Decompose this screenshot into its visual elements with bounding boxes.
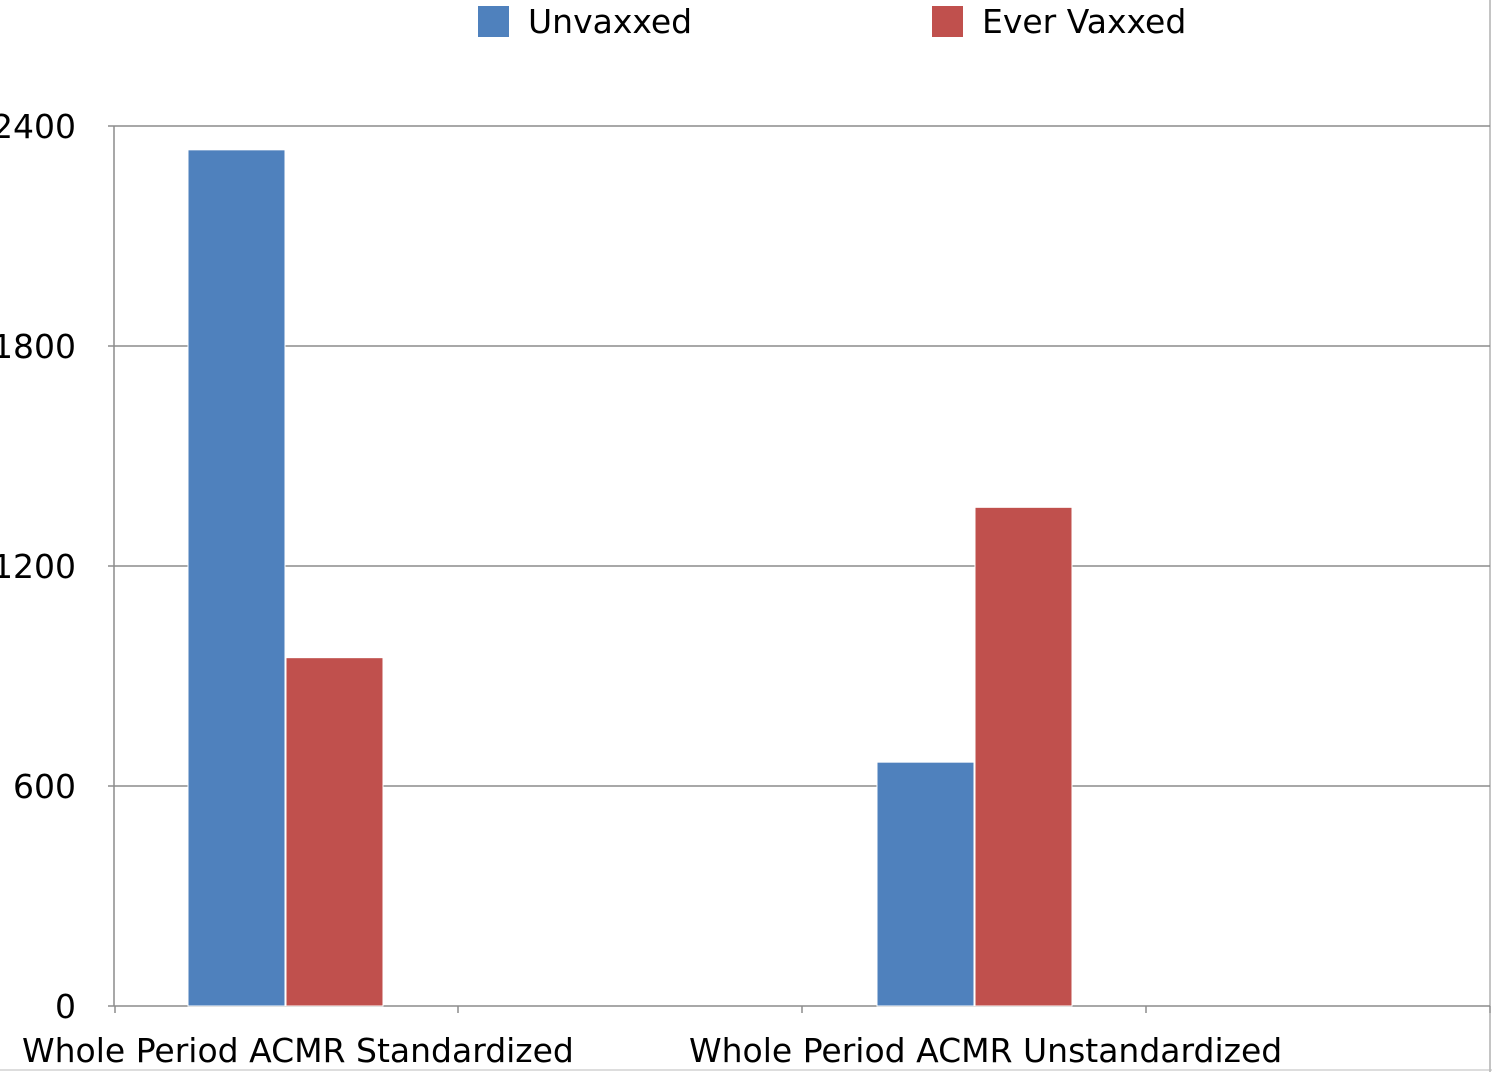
legend-swatch-ever-vaxxed (932, 6, 963, 37)
bar-ever-vaxxed (974, 506, 1073, 1007)
legend-label-unvaxxed: Unvaxxed (528, 2, 692, 41)
x-category-label: Whole Period ACMR Standardized (22, 1031, 574, 1070)
bar-unvaxxed (876, 761, 975, 1007)
y-axis: 0 600 1200 1800 2400 (0, 107, 115, 1026)
legend: Unvaxxed Ever Vaxxed (478, 2, 1186, 41)
y-tick-label: 2400 (0, 107, 76, 146)
bars (187, 149, 1073, 1007)
y-tick-label: 1200 (0, 547, 76, 586)
y-tick-label: 600 (13, 767, 76, 806)
y-tick-label: 1800 (0, 327, 76, 366)
y-tick-label: 0 (55, 987, 76, 1026)
legend-label-ever-vaxxed: Ever Vaxxed (982, 2, 1186, 41)
x-axis: Whole Period ACMR Standardized Whole Peri… (22, 1006, 1491, 1070)
bar-unvaxxed (187, 149, 286, 1007)
x-category-label: Whole Period ACMR Unstandardized (689, 1031, 1282, 1070)
bar-ever-vaxxed (285, 657, 384, 1007)
legend-swatch-unvaxxed (478, 6, 509, 37)
